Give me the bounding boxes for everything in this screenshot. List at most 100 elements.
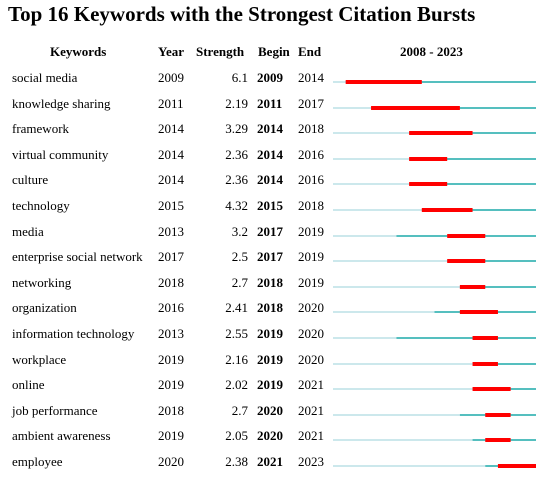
year-value: 2016 [158,300,184,315]
strength-value: 3.29 [225,121,248,136]
year-value: 2014 [158,121,184,136]
header-strength: Strength [196,44,245,59]
end-value: 2019 [298,224,324,239]
active-period [345,81,536,83]
keyword-label: information technology [12,326,135,341]
year-value: 2019 [158,352,184,367]
keyword-label: workplace [12,352,67,367]
keyword-label: framework [12,121,70,136]
end-value: 2021 [298,428,324,443]
begin-value: 2018 [257,275,283,290]
begin-value: 2019 [257,352,283,367]
keyword-label: networking [12,275,72,290]
burst-bar [485,413,511,417]
active-period [409,183,536,185]
keyword-label: technology [12,198,70,213]
inactive-period [333,414,460,416]
year-value: 2013 [158,224,184,239]
inactive-period [333,465,486,467]
begin-value: 2017 [257,249,283,264]
strength-value: 4.32 [225,198,248,213]
end-value: 2016 [298,147,324,162]
strength-value: 3.2 [231,224,248,239]
keyword-label: culture [12,172,49,187]
inactive-period [333,81,346,83]
active-period [459,286,536,288]
strength-value: 2.55 [225,326,248,341]
year-value: 2013 [158,326,184,341]
begin-value: 2019 [257,326,283,341]
year-value: 2018 [158,275,184,290]
keyword-label: media [12,224,44,239]
begin-value: 2018 [257,300,283,315]
end-value: 2019 [298,249,324,264]
end-value: 2020 [298,352,324,367]
active-period [447,260,536,262]
strength-value: 2.36 [225,172,248,187]
header-keywords: Keywords [50,44,107,59]
end-value: 2016 [298,172,324,187]
burst-bar [447,234,486,238]
burst-bar [472,362,498,366]
strength-value: 2.02 [225,377,248,392]
year-value: 2014 [158,172,184,187]
strength-value: 2.7 [231,403,248,418]
year-value: 2009 [158,70,184,85]
strength-value: 2.36 [225,147,248,162]
burst-bar [409,131,473,135]
active-period [396,337,536,339]
end-value: 2014 [298,70,324,85]
begin-value: 2014 [257,172,283,187]
end-value: 2019 [298,275,324,290]
keyword-label: employee [12,454,63,469]
year-value: 2019 [158,428,184,443]
keyword-label: online [12,377,45,392]
year-value: 2018 [158,403,184,418]
begin-value: 2014 [257,121,283,136]
end-value: 2023 [298,454,324,469]
inactive-period [333,235,397,237]
begin-value: 2021 [257,454,283,469]
year-value: 2011 [158,96,184,111]
burst-bar [447,259,486,263]
end-value: 2018 [298,121,324,136]
begin-value: 2017 [257,224,283,239]
header-timeline: 2008 - 2023 [400,44,463,59]
active-period [409,158,536,160]
strength-value: 2.05 [225,428,248,443]
burst-bar [409,157,448,161]
end-value: 2017 [298,96,324,111]
burst-bar [345,80,422,84]
keyword-label: social media [12,70,78,85]
keyword-label: enterprise social network [12,249,143,264]
chart-title: Top 16 Keywords with the Strongest Citat… [8,2,476,26]
keyword-label: knowledge sharing [12,96,111,111]
burst-bar [472,336,498,340]
active-period [421,209,536,211]
begin-value: 2020 [257,428,283,443]
active-period [472,363,536,365]
strength-value: 2.16 [225,352,248,367]
year-value: 2017 [158,249,184,264]
strength-value: 2.7 [231,275,248,290]
end-value: 2018 [298,198,324,213]
inactive-period [333,439,473,441]
burst-bar [421,208,473,212]
year-value: 2015 [158,198,184,213]
inactive-period [333,286,460,288]
year-value: 2020 [158,454,184,469]
inactive-period [333,363,473,365]
header-year: Year [158,44,184,59]
inactive-period [333,311,435,313]
end-value: 2021 [298,377,324,392]
burst-bar [409,182,448,186]
burst-bar [459,310,498,314]
begin-value: 2015 [257,198,283,213]
inactive-period [333,388,473,390]
inactive-period [333,337,397,339]
begin-value: 2011 [257,96,283,111]
inactive-period [333,132,410,134]
end-value: 2021 [298,403,324,418]
header-begin: Begin [258,44,290,59]
year-value: 2014 [158,147,184,162]
